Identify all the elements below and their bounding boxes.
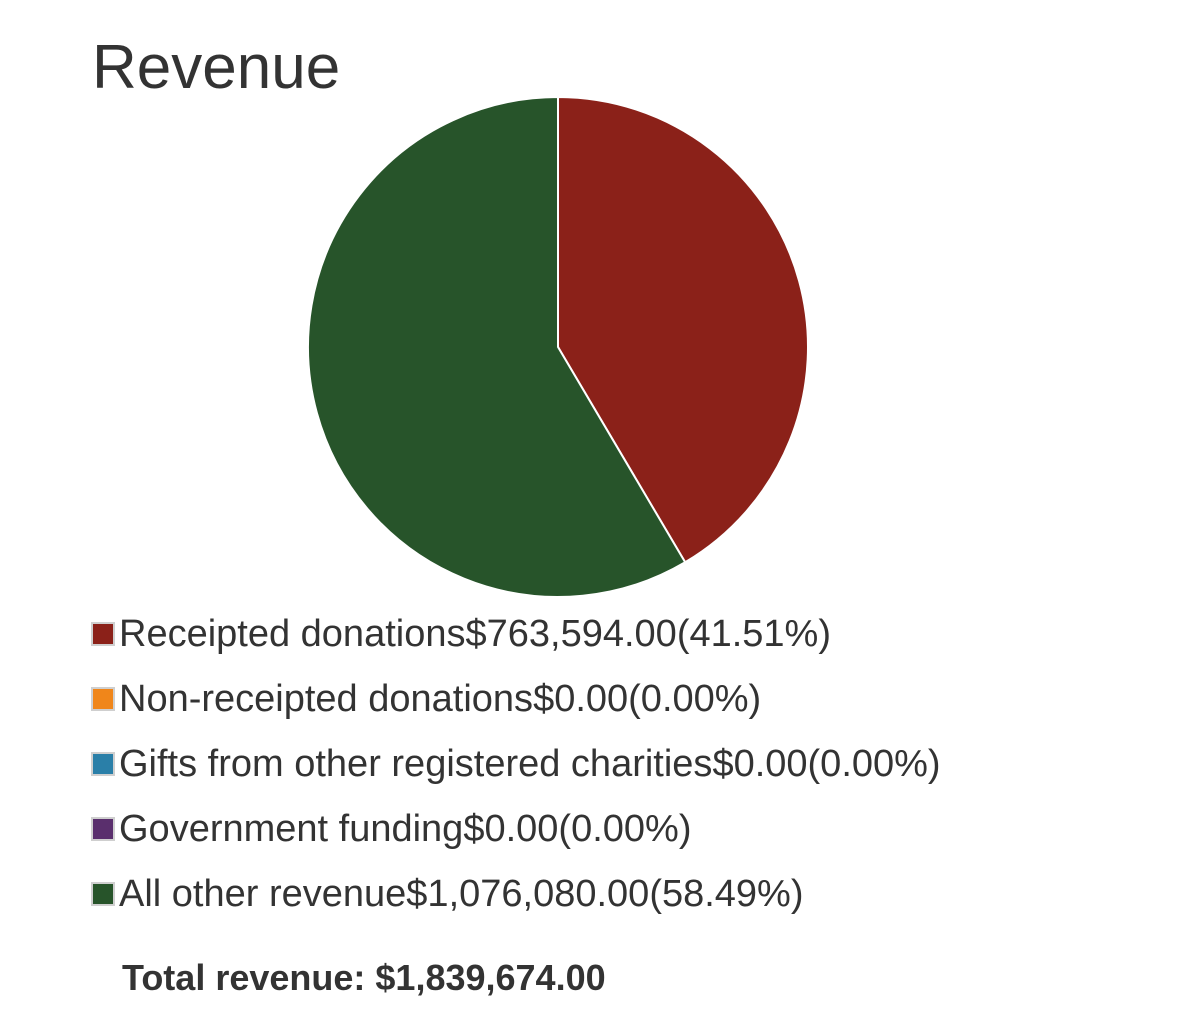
legend-swatch (91, 817, 115, 841)
legend-swatch (91, 752, 115, 776)
legend-label: Non-receipted donations (119, 678, 534, 720)
legend-item: Receipted donations $763,594.00 (41.51%) (91, 612, 941, 656)
legend: Receipted donations $763,594.00 (41.51%)… (91, 612, 941, 937)
legend-label: Government funding (119, 808, 464, 850)
legend-percent: (58.49%) (649, 873, 804, 915)
legend-amount: $0.00 (712, 743, 808, 785)
legend-item: Non-receipted donations $0.00 (0.00%) (91, 677, 941, 721)
legend-item: Gifts from other registered charities $0… (91, 742, 941, 786)
pie-chart (307, 96, 809, 598)
total-revenue: Total revenue: $1,839,674.00 (122, 954, 606, 1002)
legend-percent: (0.00%) (628, 678, 762, 720)
legend-amount: $0.00 (533, 678, 629, 720)
total-value: $1,839,674.00 (375, 957, 606, 998)
legend-swatch (91, 622, 115, 646)
legend-item: Government funding $0.00 (0.00%) (91, 807, 941, 851)
legend-item: All other revenue $1,076,080.00 (58.49%) (91, 872, 941, 916)
total-label: Total revenue: (122, 957, 366, 998)
legend-amount: $1,076,080.00 (406, 873, 650, 915)
legend-swatch (91, 687, 115, 711)
legend-swatch (91, 882, 115, 906)
legend-label: Receipted donations (119, 613, 466, 655)
chart-title: Revenue (92, 33, 341, 102)
legend-amount: $763,594.00 (465, 613, 677, 655)
legend-amount: $0.00 (463, 808, 559, 850)
pie-slice-4 (307, 96, 687, 598)
legend-percent: (41.51%) (676, 613, 832, 655)
legend-label: All other revenue (119, 873, 407, 915)
legend-percent: (0.00%) (558, 808, 692, 850)
legend-label: Gifts from other registered charities (119, 743, 713, 785)
pie-slice-0 (557, 96, 809, 564)
legend-percent: (0.00%) (807, 743, 941, 785)
